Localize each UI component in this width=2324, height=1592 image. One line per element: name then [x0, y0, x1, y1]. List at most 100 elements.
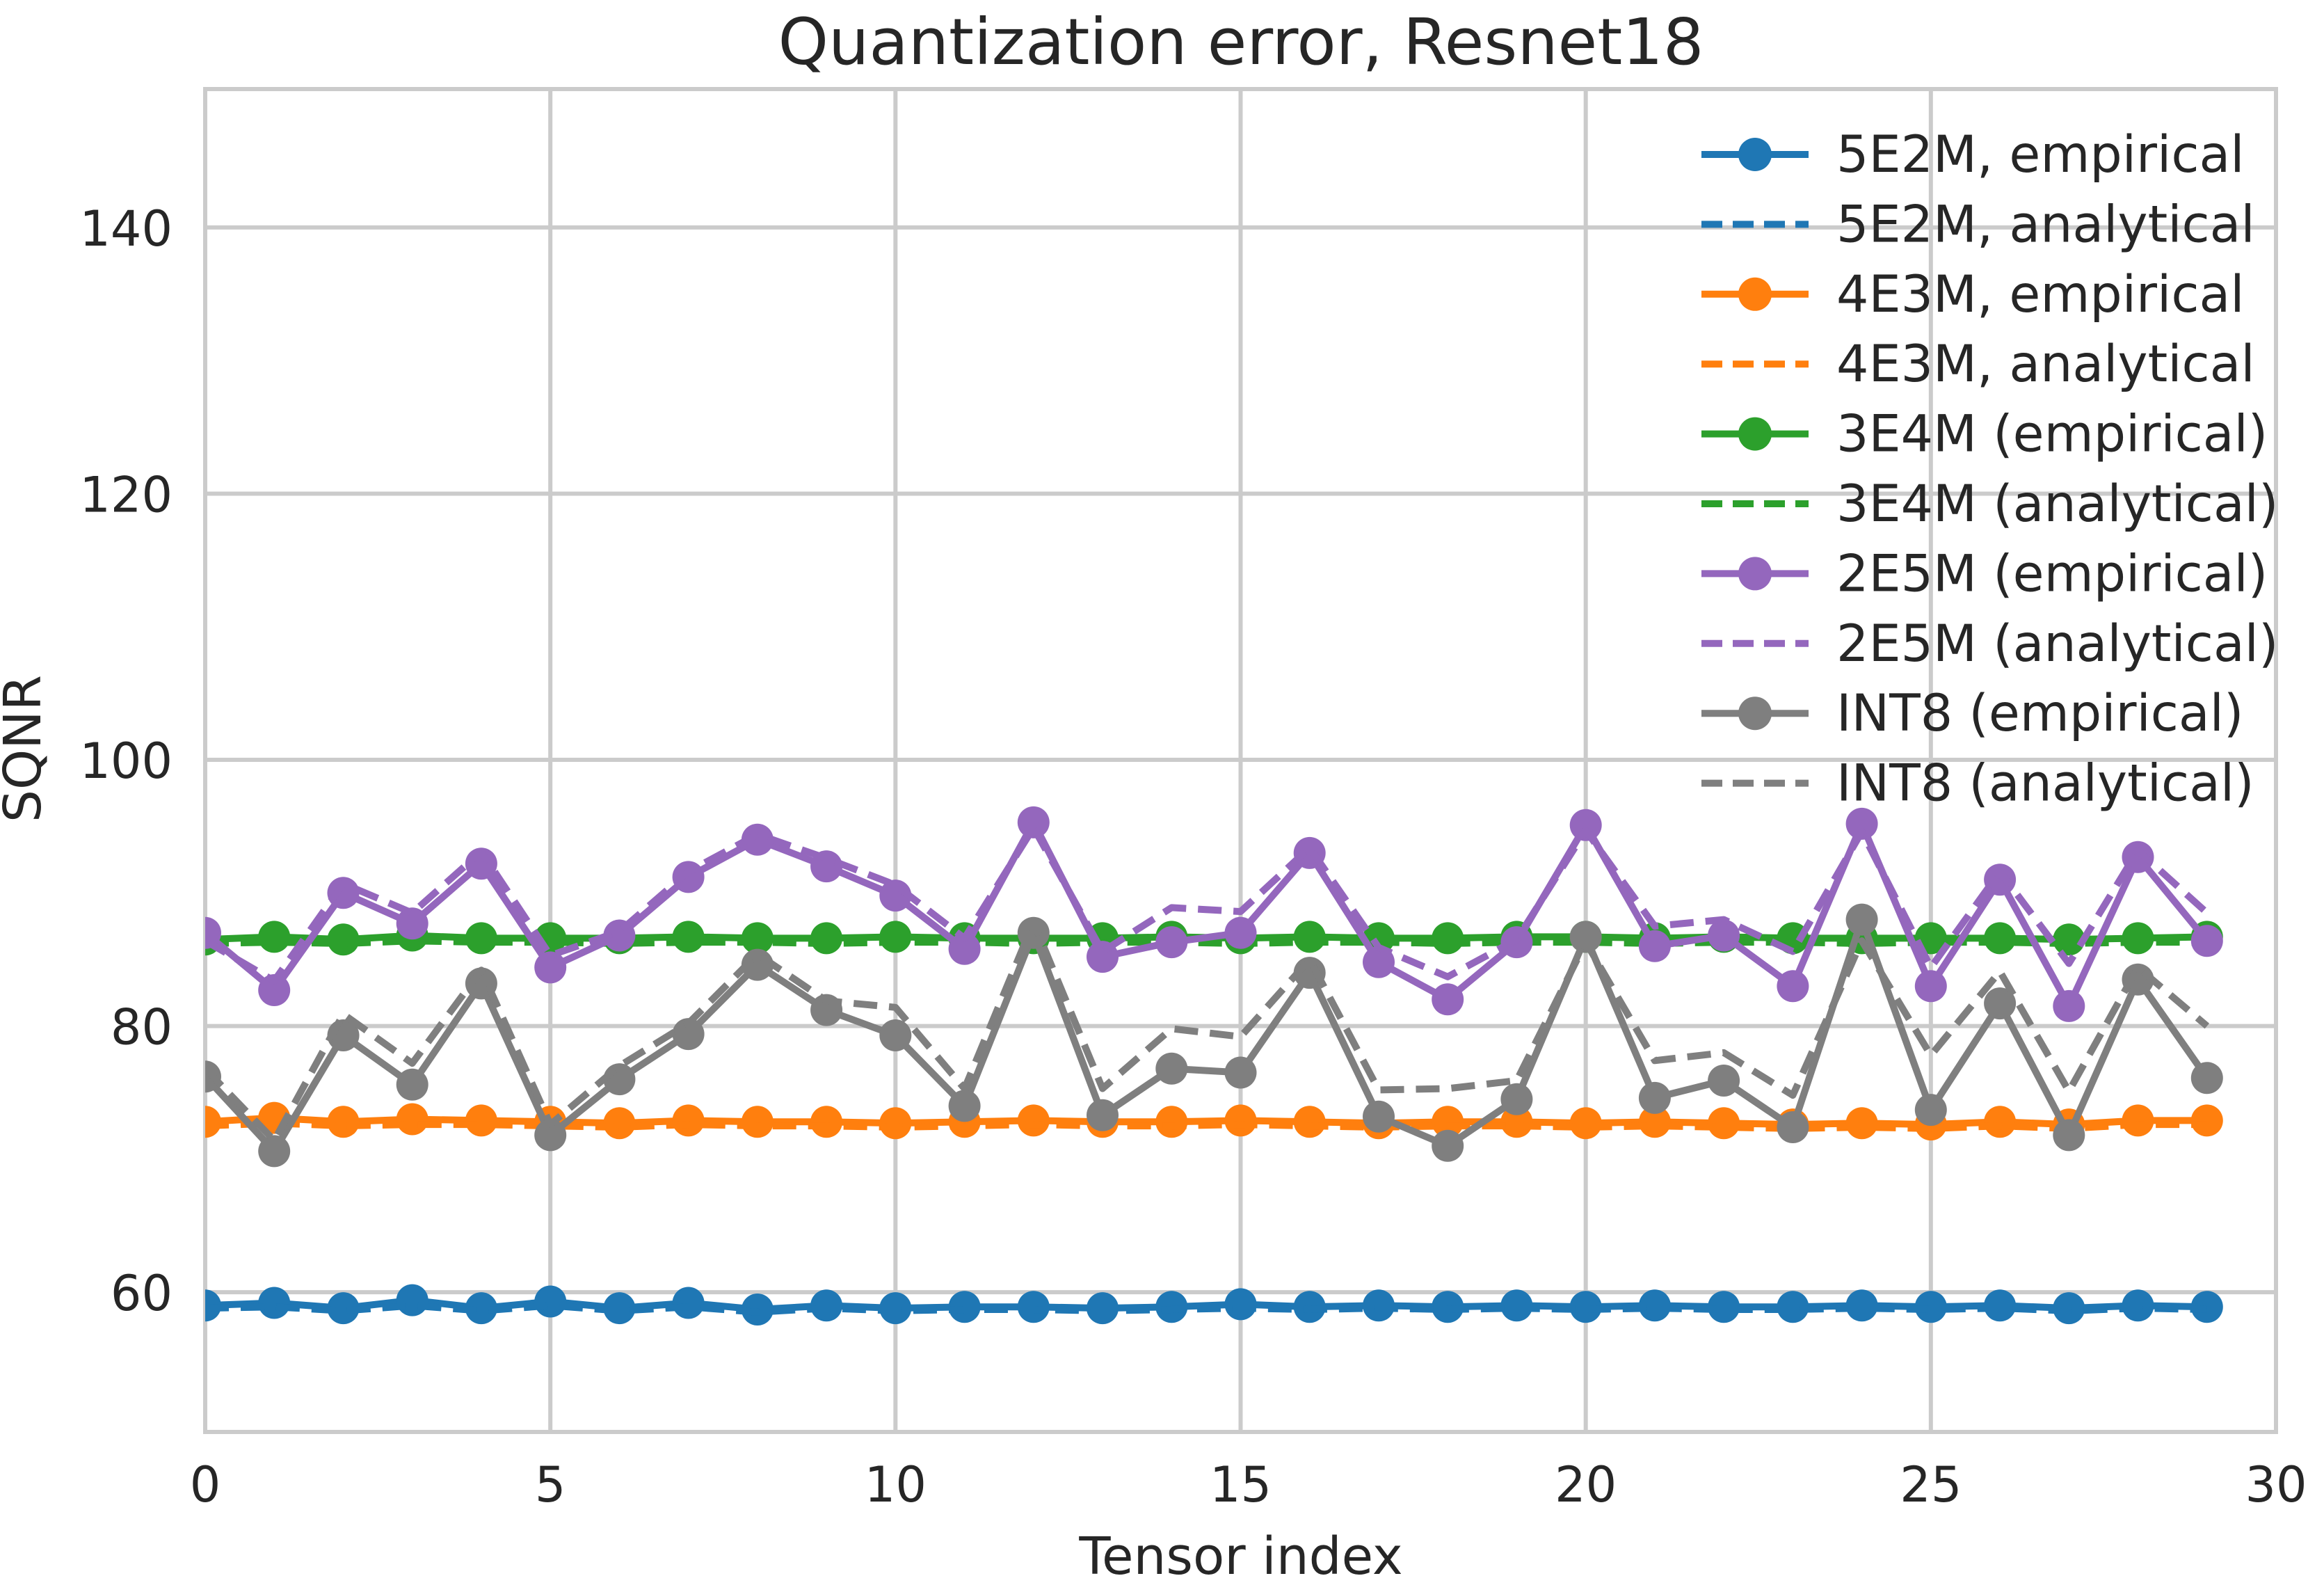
series-line — [205, 824, 2210, 985]
data-point — [2122, 1104, 2154, 1137]
data-point — [2122, 841, 2154, 873]
data-point — [1087, 1099, 1119, 1131]
data-point — [1224, 1056, 1257, 1089]
data-point — [396, 1068, 428, 1101]
data-point — [1914, 970, 1947, 1003]
data-point — [1708, 919, 1740, 952]
data-point — [534, 951, 567, 984]
data-point — [1845, 807, 1878, 840]
data-point — [534, 1119, 567, 1152]
data-point — [1500, 1083, 1533, 1115]
legend-label: 3E4M (empirical) — [1836, 405, 2268, 464]
data-point — [465, 1104, 497, 1137]
data-point — [1845, 903, 1878, 936]
data-point — [396, 1284, 428, 1316]
tick-labels: 0 5 10 15 20 25 30 60 80 100 120 140 — [79, 200, 2307, 1513]
legend-item-5e2m-analytical: 5E2M, analytical — [1701, 195, 2255, 254]
data-point — [1638, 1081, 1671, 1114]
data-point — [2053, 923, 2085, 956]
data-point — [1293, 1106, 1326, 1138]
data-point — [1777, 970, 1809, 1003]
data-point — [879, 921, 912, 953]
legend-item-4e3m-empirical: 4E3M, empirical — [1701, 265, 2245, 324]
data-point — [603, 1107, 636, 1140]
data-point — [810, 1106, 843, 1138]
data-point — [258, 1135, 291, 1168]
series-layer — [205, 806, 2223, 1326]
data-point — [1569, 1291, 1602, 1323]
y-tick-label-80: 80 — [111, 999, 173, 1056]
data-point — [1224, 916, 1257, 949]
legend-label: INT8 (empirical) — [1836, 684, 2243, 743]
x-tick-label-5: 5 — [535, 1456, 566, 1513]
y-tick-label-100: 100 — [79, 733, 173, 790]
legend-item-4e3m-analytical: 4E3M, analytical — [1701, 335, 2255, 394]
legend: 5E2M, empirical 5E2M, analytical 4E3M, emp… — [1701, 125, 2278, 813]
data-point — [2190, 1062, 2223, 1094]
data-point — [465, 922, 497, 955]
legend-marker — [1738, 696, 1772, 731]
data-point — [1569, 809, 1602, 841]
data-point — [2190, 1104, 2223, 1137]
data-point — [1984, 1106, 2017, 1138]
legend-label: 2E5M (analytical) — [1836, 614, 2278, 674]
data-point — [1432, 1106, 1464, 1138]
data-point — [1914, 1291, 1947, 1323]
data-point — [327, 1106, 360, 1138]
x-tick-label-10: 10 — [865, 1456, 927, 1513]
data-point — [1708, 1065, 1740, 1097]
data-point — [1569, 921, 1602, 953]
data-point — [396, 907, 428, 940]
data-point — [1500, 1106, 1533, 1138]
data-point — [1363, 1100, 1395, 1133]
legend-item-3e4m-analytical: 3E4M (analytical) — [1701, 475, 2278, 534]
x-tick-label-0: 0 — [190, 1456, 221, 1513]
data-point — [258, 1287, 291, 1319]
data-point — [1638, 1289, 1671, 1322]
x-tick-label-25: 25 — [1900, 1456, 1962, 1513]
data-point — [1017, 806, 1050, 838]
data-point — [810, 922, 843, 955]
data-point — [1708, 1107, 1740, 1140]
legend-label: 3E4M (analytical) — [1836, 475, 2278, 534]
legend-marker — [1738, 277, 1772, 311]
data-point — [741, 922, 774, 955]
data-point — [1155, 926, 1188, 959]
data-point — [1017, 1104, 1050, 1137]
series-line — [205, 1302, 2207, 1316]
data-point — [672, 861, 705, 893]
legend-item-3e4m-empirical: 3E4M (empirical) — [1701, 405, 2268, 464]
data-point — [1569, 1107, 1602, 1140]
y-axis-label: SQNR — [0, 675, 53, 822]
legend-item-5e2m-empirical: 5E2M, empirical — [1701, 125, 2245, 184]
legend-marker — [1738, 557, 1772, 591]
data-point — [2122, 922, 2154, 955]
data-point — [1432, 1129, 1464, 1162]
data-point — [327, 923, 360, 956]
legend-item-2e5m-empirical: 2E5M (empirical) — [1701, 544, 2268, 603]
data-point — [2053, 989, 2085, 1022]
data-point — [258, 921, 291, 953]
data-point — [1638, 1106, 1671, 1138]
x-axis-label: Tensor index — [1078, 1527, 1402, 1586]
y-tick-label-60: 60 — [111, 1265, 173, 1322]
data-point — [1984, 863, 2017, 896]
data-point — [2190, 925, 2223, 957]
series-2e5m-analytical — [205, 824, 2210, 985]
data-point — [672, 1018, 705, 1051]
series-int8-analytical — [205, 918, 2210, 1145]
data-point — [396, 1103, 428, 1136]
legend-item-2e5m-analytical: 2E5M (analytical) — [1701, 614, 2278, 674]
data-point — [327, 877, 360, 909]
series-line — [205, 916, 2210, 1155]
data-point — [1224, 1104, 1257, 1137]
legend-label: 5E2M, analytical — [1836, 195, 2255, 254]
y-tick-label-120: 120 — [79, 466, 173, 523]
x-tick-label-15: 15 — [1210, 1456, 1272, 1513]
data-point — [948, 1090, 981, 1122]
legend-item-int8-analytical: INT8 (analytical) — [1701, 754, 2254, 813]
data-point — [1984, 922, 2017, 955]
data-point — [1984, 987, 2017, 1020]
data-point — [1845, 1107, 1878, 1140]
